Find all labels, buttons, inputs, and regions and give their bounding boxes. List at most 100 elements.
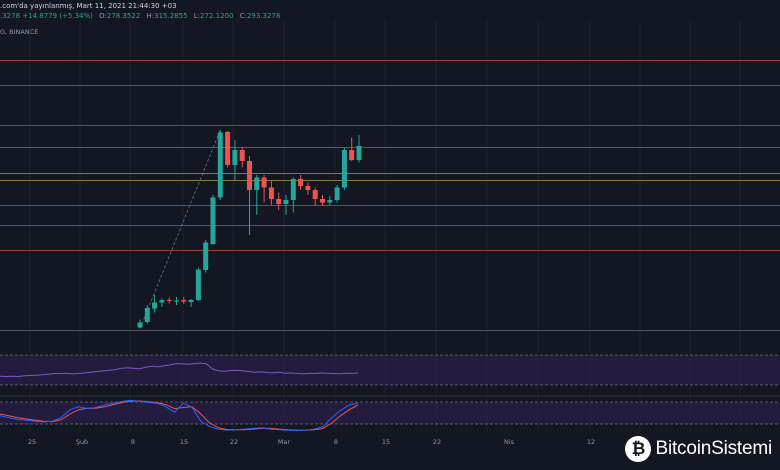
candle-body — [137, 322, 143, 328]
x-tick-label: Şub — [76, 438, 88, 446]
candle-body — [298, 179, 304, 186]
candle — [144, 305, 150, 324]
candle-body — [217, 132, 223, 198]
stoch-rsi-pane — [0, 395, 780, 432]
candle — [356, 135, 362, 163]
candle — [334, 185, 340, 203]
x-tick-label: 8 — [131, 438, 135, 446]
candle-body — [247, 161, 252, 190]
stoch-k-line — [0, 399, 359, 432]
candle — [174, 297, 179, 305]
candle-body — [268, 187, 274, 199]
symbol-exchange: G, BINANCE — [0, 28, 38, 36]
candle-body — [334, 187, 340, 200]
high-label: H: — [146, 12, 155, 20]
candle — [137, 319, 143, 329]
trend-line — [139, 129, 221, 329]
x-tick-label: Mar — [278, 438, 291, 446]
candle-body — [152, 302, 158, 309]
candle — [166, 297, 172, 304]
candle-body — [349, 150, 355, 160]
low-label: L: — [193, 12, 201, 20]
candle-body — [203, 242, 209, 270]
candle-body — [181, 300, 187, 302]
bitcoin-logo-icon: ₿ — [625, 436, 652, 462]
candle-body — [174, 300, 179, 302]
x-tick-label: 25 — [28, 438, 36, 446]
candle — [283, 195, 289, 215]
candle — [327, 196, 333, 205]
candle — [268, 180, 274, 205]
candle — [290, 177, 296, 213]
change-value: +14.8779 (+5.34%) — [22, 12, 93, 20]
candle — [239, 147, 245, 168]
time-axis: 25Şub81522Mar81522Nis1219 — [28, 438, 645, 446]
candle-body — [195, 269, 201, 300]
candle — [210, 195, 216, 245]
candle — [203, 240, 209, 273]
candle — [152, 295, 158, 313]
candle — [247, 156, 252, 235]
candle — [341, 147, 347, 190]
candle-body — [239, 150, 245, 161]
open-value: 278.3522 — [106, 12, 141, 20]
candle-body — [188, 300, 194, 302]
candle-body — [166, 300, 172, 301]
candle — [254, 175, 260, 215]
rsi-band — [0, 355, 780, 385]
publish-info: .com'da yayınlanmış, Mart 11, 2021 21:44… — [0, 2, 177, 10]
x-tick-label: 12 — [587, 438, 595, 446]
candle — [320, 195, 325, 206]
candle-body — [159, 300, 165, 303]
ohlc-legend: .3278 +14.8779 (+5.34%) O:278.3522 H:315… — [0, 12, 280, 20]
candle — [276, 192, 282, 210]
x-tick-label: Nis — [504, 438, 515, 446]
low-value: 272.1200 — [200, 12, 234, 20]
high-value: 315.2855 — [154, 12, 188, 20]
candle-body — [210, 197, 216, 244]
stoch-band — [0, 402, 780, 424]
watermark: ₿ BitcoinSistemi — [625, 436, 772, 462]
horizontal-levels — [0, 60, 780, 331]
rsi-pane — [0, 354, 780, 386]
candle-body — [356, 146, 362, 160]
candle-body — [276, 199, 282, 204]
candle — [181, 297, 187, 304]
candle-body — [144, 308, 150, 322]
trend-line-segment — [139, 129, 221, 329]
x-tick-label: 22 — [433, 438, 441, 446]
symbol-exchange-text: G, BINANCE — [0, 28, 39, 36]
close-value: 293.3278 — [246, 12, 281, 20]
candle — [261, 175, 267, 203]
candle — [298, 175, 304, 190]
candle-body — [320, 199, 325, 203]
candle — [217, 130, 223, 200]
candle — [312, 187, 318, 205]
x-tick-label: 15 — [180, 438, 188, 446]
candle-body — [225, 132, 231, 165]
candle-body — [312, 190, 318, 199]
rsi-line — [0, 362, 359, 378]
publish-info-text: .com'da yayınlanmış, Mart 11, 2021 21:44… — [0, 2, 177, 10]
candle-body — [254, 177, 260, 190]
candle — [232, 140, 238, 180]
x-tick-label: 8 — [334, 438, 338, 446]
watermark-text: BitcoinSistemi — [655, 438, 772, 459]
close-value-partial: .3278 — [0, 12, 21, 20]
candle-body — [305, 186, 311, 190]
candlestick-series[interactable] — [137, 130, 362, 329]
candle-body — [341, 150, 347, 188]
candle-body — [232, 150, 238, 165]
candle-body — [290, 179, 296, 200]
candle-body — [261, 177, 267, 188]
candle — [225, 131, 231, 168]
candle — [349, 137, 355, 161]
candle-body — [327, 200, 333, 203]
candle — [195, 267, 201, 301]
x-tick-label: 22 — [230, 438, 238, 446]
x-tick-label: 15 — [382, 438, 390, 446]
candle — [188, 299, 194, 307]
open-label: O: — [99, 12, 107, 20]
candle — [159, 298, 165, 307]
